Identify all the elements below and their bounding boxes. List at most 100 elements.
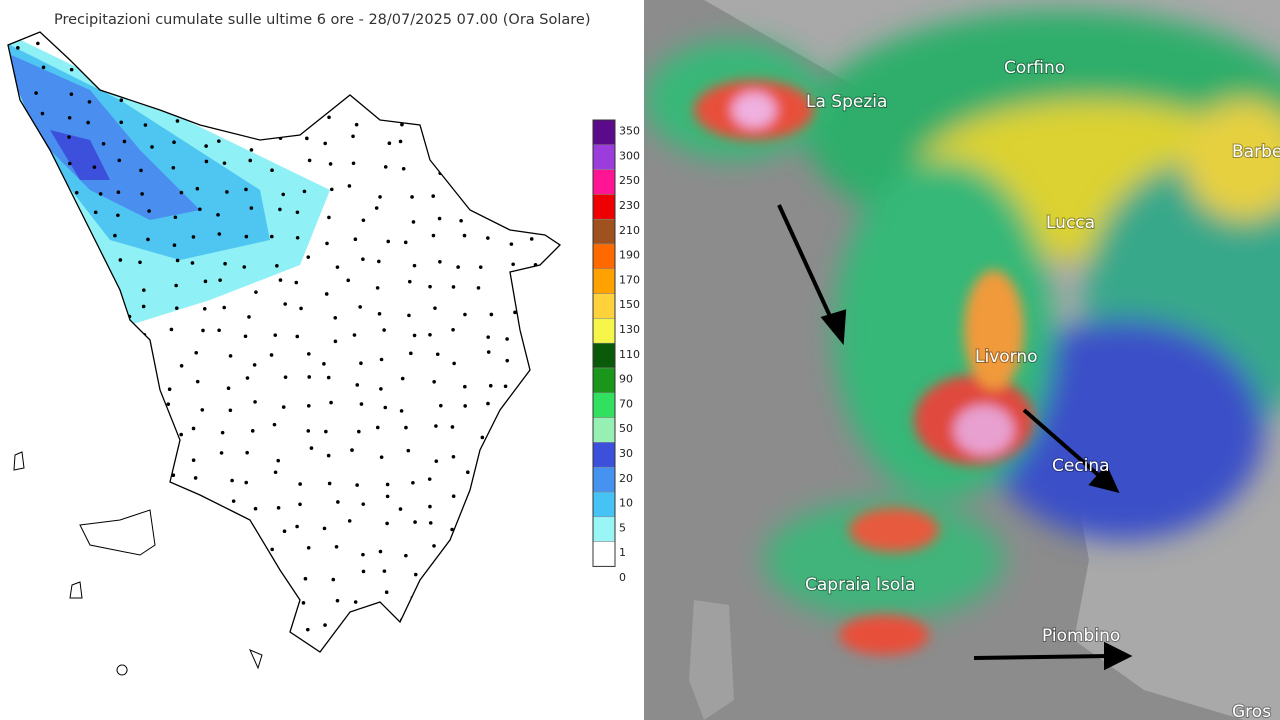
station-dot — [69, 92, 74, 96]
station-dot — [413, 520, 417, 524]
station-dot — [175, 258, 180, 263]
station-dot — [302, 189, 307, 194]
station-dot — [387, 141, 392, 146]
station-dot — [398, 507, 403, 511]
station-dot — [323, 141, 328, 146]
station-dot — [138, 260, 142, 265]
station-dot — [328, 162, 333, 166]
station-dot — [140, 192, 144, 196]
station-dot — [480, 435, 485, 440]
station-dot — [306, 255, 311, 259]
station-dot — [433, 306, 437, 310]
station-dot — [450, 425, 455, 429]
station-dot — [378, 195, 382, 199]
station-dot — [201, 328, 205, 333]
station-dot — [69, 67, 74, 72]
station-dot — [101, 141, 106, 146]
station-dot — [175, 119, 180, 123]
station-dot — [269, 353, 274, 357]
station-dot — [171, 165, 176, 170]
legend-swatch — [592, 466, 616, 493]
station-dot — [404, 425, 408, 430]
station-dot — [327, 215, 331, 220]
station-dot — [298, 482, 302, 486]
legend-label: 150 — [619, 298, 640, 311]
legend-swatch — [592, 318, 616, 344]
station-dot — [122, 139, 127, 144]
station-dot — [273, 470, 278, 475]
legend-label: 30 — [619, 447, 633, 460]
station-dot — [382, 569, 387, 573]
station-dot — [379, 455, 384, 459]
legend-swatch — [592, 169, 616, 195]
station-dot — [40, 111, 45, 116]
station-dot — [357, 429, 361, 434]
station-dot — [322, 362, 326, 366]
station-dot — [379, 387, 383, 391]
station-dot — [428, 504, 432, 509]
station-dot — [253, 400, 257, 404]
station-dot — [428, 521, 433, 525]
station-dot — [36, 41, 40, 46]
station-dot — [228, 408, 233, 413]
station-dot — [428, 332, 432, 337]
station-dot — [245, 450, 249, 455]
station-dot — [242, 265, 247, 269]
station-dot — [247, 315, 251, 319]
station-dot — [438, 259, 442, 264]
station-dot — [375, 425, 380, 430]
station-dot — [355, 383, 360, 387]
station-dot — [451, 285, 456, 289]
station-dot — [486, 350, 491, 354]
station-dot — [413, 572, 418, 577]
station-dot — [406, 448, 411, 453]
station-dot — [489, 312, 494, 317]
station-dot — [322, 526, 327, 531]
station-dot — [278, 207, 282, 212]
legend-swatch — [592, 392, 616, 418]
station-dot — [432, 544, 436, 548]
legend: 3503002502302101901701501301109070503020… — [592, 119, 640, 584]
station-dot — [334, 544, 339, 549]
station-dot — [503, 384, 508, 389]
station-dot — [351, 161, 356, 166]
station-dot — [294, 280, 299, 285]
station-dot — [166, 402, 171, 406]
station-dot — [438, 403, 443, 408]
station-dot — [511, 262, 515, 267]
legend-swatch — [592, 516, 616, 542]
station-dot — [16, 46, 20, 50]
station-dot — [34, 91, 38, 95]
station-dot — [198, 207, 202, 212]
station-dot — [354, 122, 359, 127]
station-dot — [384, 590, 389, 595]
station-dot — [248, 158, 253, 163]
station-dot — [230, 478, 234, 483]
station-dot — [306, 546, 311, 550]
station-dot — [179, 363, 184, 368]
legend-label: 50 — [619, 422, 633, 435]
station-dot — [462, 233, 467, 238]
station-dot — [375, 286, 380, 290]
station-dot — [431, 194, 435, 198]
station-dot — [529, 237, 534, 241]
station-dot — [399, 409, 404, 413]
station-dot — [401, 166, 406, 171]
station-dot — [407, 313, 411, 318]
station-dot — [295, 235, 300, 240]
legend-label: 210 — [619, 224, 640, 237]
station-dot — [358, 305, 362, 309]
station-dot — [298, 502, 302, 507]
legend-label: 0 — [619, 571, 626, 584]
station-dot — [451, 327, 455, 332]
station-dot — [219, 451, 224, 455]
legend-label: 1 — [619, 546, 626, 559]
place-label: Livorno — [975, 347, 1038, 367]
station-dot — [179, 190, 184, 195]
station-dot — [478, 265, 483, 269]
station-dot — [250, 429, 255, 433]
station-dot — [303, 576, 308, 581]
legend-label: 130 — [619, 323, 640, 336]
station-dot — [459, 218, 463, 223]
station-dot — [118, 258, 123, 262]
